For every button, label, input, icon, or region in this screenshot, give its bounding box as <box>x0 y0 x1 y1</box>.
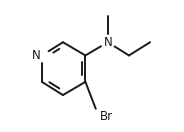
Text: N: N <box>32 49 40 62</box>
Text: Br: Br <box>100 110 113 123</box>
Text: N: N <box>103 36 112 49</box>
